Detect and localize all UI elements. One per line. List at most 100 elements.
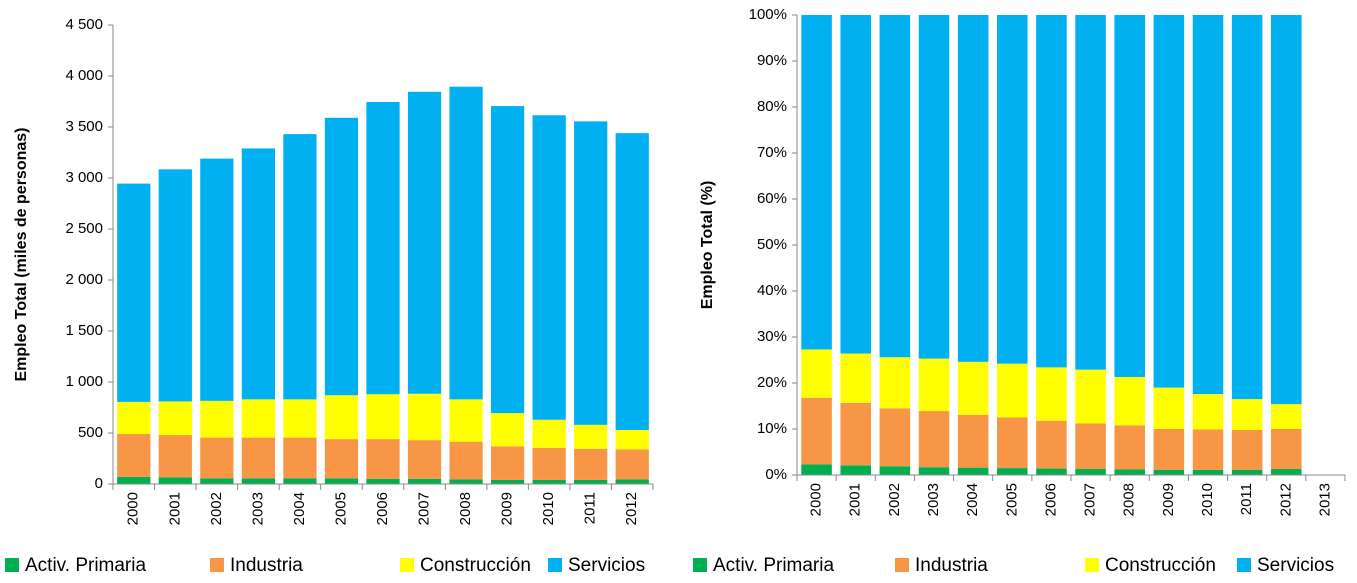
- bar-segment: [918, 15, 950, 359]
- bar-segment: [324, 439, 359, 479]
- bar-segment: [918, 411, 950, 468]
- bar-segment: [1153, 469, 1185, 475]
- bar-segment: [283, 437, 317, 479]
- y-tick-label: 100%: [749, 6, 787, 23]
- y-tick-label: 0: [95, 475, 103, 492]
- bar-segment: [574, 479, 608, 484]
- bar-segment: [366, 394, 400, 440]
- x-tick-label: 2007: [1082, 483, 1099, 516]
- bar-segment: [615, 449, 649, 480]
- bar-segment: [840, 465, 871, 475]
- bar-segment: [1231, 469, 1263, 475]
- bar-segment: [1192, 469, 1224, 475]
- legend-swatch: [1085, 558, 1099, 572]
- bar-segment: [997, 363, 1028, 418]
- bar-segment: [574, 448, 608, 480]
- bar-segment: [997, 468, 1028, 475]
- y-tick-label: 50%: [757, 236, 787, 253]
- y-tick-label: 70%: [757, 144, 787, 161]
- bar-segment: [1075, 423, 1106, 470]
- bar-segment: [918, 358, 950, 412]
- y-tick-label: 2 000: [65, 271, 103, 288]
- bar-segment: [324, 117, 359, 396]
- x-tick-label: 2003: [925, 483, 942, 516]
- chart: Empleo Total (%) 0% 10% 20% 30% 40% 50% 60% 70% 8…: [693, 6, 1346, 576]
- x-tick-label: 2009: [499, 492, 516, 525]
- bar-segment: [615, 479, 649, 484]
- x-tick-label: 2001: [847, 483, 864, 516]
- bar-segment: [840, 15, 871, 354]
- legend-label: Activ. Primaria: [713, 555, 834, 576]
- x-tick-label: 2009: [1160, 483, 1177, 516]
- bar-segment: [1192, 15, 1224, 395]
- bar-segment: [449, 86, 483, 400]
- bar-segment: [840, 353, 871, 403]
- bar-segment: [117, 476, 151, 484]
- x-tick-label: 2012: [623, 492, 640, 525]
- bar-segment: [532, 479, 566, 484]
- bar-segment: [532, 447, 566, 480]
- bar-segment: [1192, 394, 1224, 430]
- chart: Empleo Total (miles de personas) 0 500 1 00…: [5, 16, 654, 576]
- x-tick-label: 2005: [1003, 483, 1020, 516]
- bar-segment: [1271, 404, 1302, 429]
- x-tick-label: 2003: [249, 492, 266, 525]
- x-tick-label: 2002: [886, 483, 903, 516]
- bar-segment: [491, 106, 525, 414]
- bar-segment: [615, 133, 649, 430]
- bar-segment: [801, 15, 832, 350]
- y-tick-label: 60%: [757, 190, 787, 207]
- bar-segment: [241, 437, 275, 479]
- bar-segment: [366, 102, 400, 395]
- bar-segment: [879, 357, 911, 409]
- bar-segment: [491, 479, 525, 484]
- bar-segment: [449, 441, 483, 480]
- bar-segment: [801, 464, 832, 475]
- y-tick-label: 3 000: [65, 169, 103, 186]
- bar-segment: [1036, 367, 1067, 421]
- bar-segment: [1231, 15, 1263, 400]
- bar-segment: [1075, 469, 1106, 475]
- bar-segment: [158, 401, 192, 436]
- bar-segment: [241, 478, 275, 484]
- y-tick-label: 3 500: [65, 118, 103, 135]
- y-tick-label: 4 500: [65, 16, 103, 33]
- y-tick-label: 1 000: [65, 373, 103, 390]
- bar-segment: [1231, 399, 1263, 430]
- x-tick-label: 2006: [374, 492, 391, 525]
- x-tick-label: 2007: [416, 492, 433, 525]
- x-tick-label: 2008: [1121, 483, 1138, 516]
- bar-segment: [283, 134, 317, 400]
- y-tick-label: 30%: [757, 328, 787, 345]
- bar-segment: [1271, 429, 1302, 470]
- bar-segment: [957, 361, 989, 415]
- bar-segment: [957, 467, 989, 475]
- y-tick-label: 80%: [757, 98, 787, 115]
- legend-swatch: [895, 558, 909, 572]
- bar-segment: [200, 437, 234, 479]
- bar-segment: [879, 466, 911, 475]
- bar-segment: [158, 435, 192, 478]
- bar-segment: [324, 395, 359, 440]
- bar-segment: [366, 439, 400, 479]
- bar-segment: [574, 424, 608, 449]
- bar-segment: [158, 477, 192, 484]
- legend-label: Construcción: [420, 555, 531, 576]
- y-tick-label: 2 500: [65, 220, 103, 237]
- x-tick-label: 2011: [582, 492, 599, 524]
- bar-segment: [1114, 425, 1145, 470]
- bar-segment: [1114, 469, 1145, 475]
- y-tick-label: 500: [78, 424, 103, 441]
- y-tick-label: 1 500: [65, 322, 103, 339]
- x-tick-label: 2004: [291, 492, 308, 525]
- bar-segment: [407, 440, 442, 479]
- legend-swatch: [5, 558, 19, 572]
- bar-segment: [241, 148, 275, 400]
- bar-segment: [1075, 15, 1106, 370]
- bar-segment: [117, 434, 151, 477]
- x-tick-label: 2008: [457, 492, 474, 525]
- y-tick-label: 20%: [757, 374, 787, 391]
- legend-swatch: [400, 558, 414, 572]
- bar-segment: [1036, 420, 1067, 469]
